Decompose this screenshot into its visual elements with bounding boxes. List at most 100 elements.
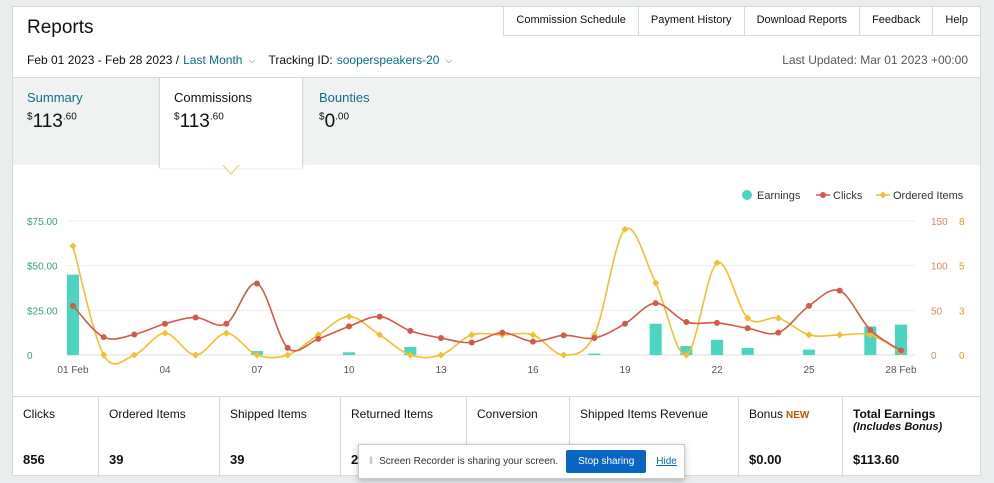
legend-swatch-ordered — [879, 191, 887, 199]
earnings-bar — [67, 274, 79, 355]
clicks-point — [806, 302, 812, 309]
y-tick-label-clicks: 50 — [931, 306, 943, 317]
tab-pointer — [222, 164, 240, 175]
x-tick-label: 13 — [435, 365, 447, 376]
clicks-point — [622, 320, 628, 327]
clicks-point — [560, 332, 567, 339]
stat-conversion: Conversion — [467, 397, 570, 477]
ordered-items-point — [621, 225, 629, 233]
x-tick-label: 16 — [527, 365, 539, 376]
ordered-items-point — [284, 351, 292, 359]
new-badge: NEW — [786, 410, 810, 421]
clicks-point — [898, 347, 904, 354]
legend-label: Ordered Items — [893, 190, 964, 202]
tab-amount: $113.60 — [27, 111, 77, 132]
hide-link[interactable]: Hide — [656, 456, 677, 467]
period-dropdown[interactable]: Last Month — [183, 53, 243, 67]
ordered-items-point — [376, 331, 384, 339]
filter-bar: Feb 01 2023 - Feb 28 2023 / Last Month ⌵… — [27, 53, 465, 67]
clicks-point — [100, 334, 107, 341]
x-tick-label: 07 — [251, 365, 263, 376]
y-tick-label-clicks: 150 — [931, 217, 948, 228]
clicks-point — [284, 344, 291, 351]
clicks-point — [683, 318, 690, 325]
tab-summary[interactable]: Summary $113.60 — [13, 78, 159, 166]
ordered-items-point — [805, 331, 813, 339]
ordered-items-point — [130, 351, 138, 359]
chevron-down-icon[interactable]: ⌵ — [248, 54, 256, 65]
nav-help[interactable]: Help — [932, 7, 980, 36]
stat-clicks: Clicks 856 — [13, 397, 99, 477]
x-tick-label: 22 — [711, 365, 723, 376]
clicks-point — [254, 280, 260, 287]
stat-shipped-items: Shipped Items 39 — [220, 397, 341, 477]
ordered-items-point — [866, 331, 874, 339]
tab-bounties[interactable]: Bounties $0.00 — [305, 78, 445, 166]
clicks-point — [775, 329, 782, 336]
stat-shipped-revenue: Shipped Items Revenue — [570, 397, 739, 477]
stat-ordered-items: Ordered Items 39 — [99, 397, 220, 477]
tracking-id-dropdown[interactable]: sooperspeakers-20 — [336, 53, 440, 67]
legend-swatch-clicks — [820, 192, 826, 198]
y-tick-label-ordered: 5 — [959, 262, 965, 273]
clicks-point — [468, 339, 475, 346]
earnings-bar — [803, 349, 815, 355]
earnings-bar — [895, 324, 907, 355]
ordered-items-point — [253, 351, 261, 359]
tab-commissions[interactable]: Commissions $113.60 — [159, 78, 303, 168]
ordered-items-point — [468, 331, 476, 339]
nav-payment-history[interactable]: Payment History — [637, 7, 744, 36]
x-tick-label: 01 Feb — [57, 365, 89, 376]
clicks-point — [438, 335, 444, 342]
earnings-bar — [588, 353, 601, 355]
tab-amount: $0.00 — [319, 111, 350, 132]
clicks-point — [652, 300, 659, 307]
ordered-items-point — [713, 259, 721, 267]
clicks-point — [867, 326, 874, 333]
x-tick-label: 28 Feb — [885, 365, 917, 376]
summary-tabs: Summary $113.60 Commissions $113.60 Boun… — [13, 77, 980, 168]
nav-commission-schedule[interactable]: Commission Schedule — [503, 7, 638, 36]
earnings-bar — [343, 352, 355, 355]
clicks-point — [315, 335, 322, 342]
earnings-bar — [680, 346, 693, 355]
nav-download-reports[interactable]: Download Reports — [743, 7, 860, 36]
clicks-point — [223, 320, 230, 327]
clicks-point — [714, 319, 720, 326]
screen-recorder-bar: ‖ Screen Recorder is sharing your screen… — [358, 444, 685, 479]
clicks-point — [836, 287, 843, 294]
ordered-items-point — [744, 314, 752, 322]
clicks-point — [376, 313, 383, 320]
clicks-point — [131, 331, 138, 338]
nav-feedback[interactable]: Feedback — [859, 7, 933, 36]
date-range: Feb 01 2023 - Feb 28 2023 / — [27, 53, 180, 67]
stat-bonus: Bonus NEW $0.00 — [739, 397, 843, 477]
ordered-items-point — [652, 279, 660, 287]
ordered-items-point — [529, 331, 537, 339]
ordered-items-point — [836, 331, 844, 339]
tab-label: Commissions — [174, 90, 253, 105]
clicks-line — [72, 282, 902, 352]
x-tick-label: 19 — [619, 365, 631, 376]
earnings-bar — [711, 339, 723, 355]
legend-label: Earnings — [757, 190, 801, 202]
clicks-point — [407, 327, 414, 334]
stats-row: Clicks 856 Ordered Items 39 Shipped Item… — [13, 397, 980, 477]
ordered-items-point — [774, 314, 782, 322]
clicks-point — [499, 329, 506, 336]
stop-sharing-button[interactable]: Stop sharing — [566, 450, 647, 473]
clicks-point — [192, 314, 199, 321]
clicks-point — [744, 325, 751, 332]
chevron-down-icon[interactable]: ⌵ — [445, 54, 453, 65]
drag-handle-icon[interactable]: ‖ — [369, 456, 374, 467]
ordered-items-point — [222, 329, 230, 337]
clicks-point — [591, 335, 598, 342]
y-tick-label-ordered: 8 — [959, 217, 965, 228]
ordered-items-point — [192, 351, 200, 359]
ordered-items-point — [345, 312, 353, 321]
y-tick-label-ordered: 0 — [959, 351, 965, 362]
tab-amount: $113.60 — [174, 111, 224, 132]
ordered-items-line — [72, 227, 902, 365]
y-tick-label-clicks: 0 — [931, 351, 937, 362]
clicks-point — [530, 338, 536, 345]
